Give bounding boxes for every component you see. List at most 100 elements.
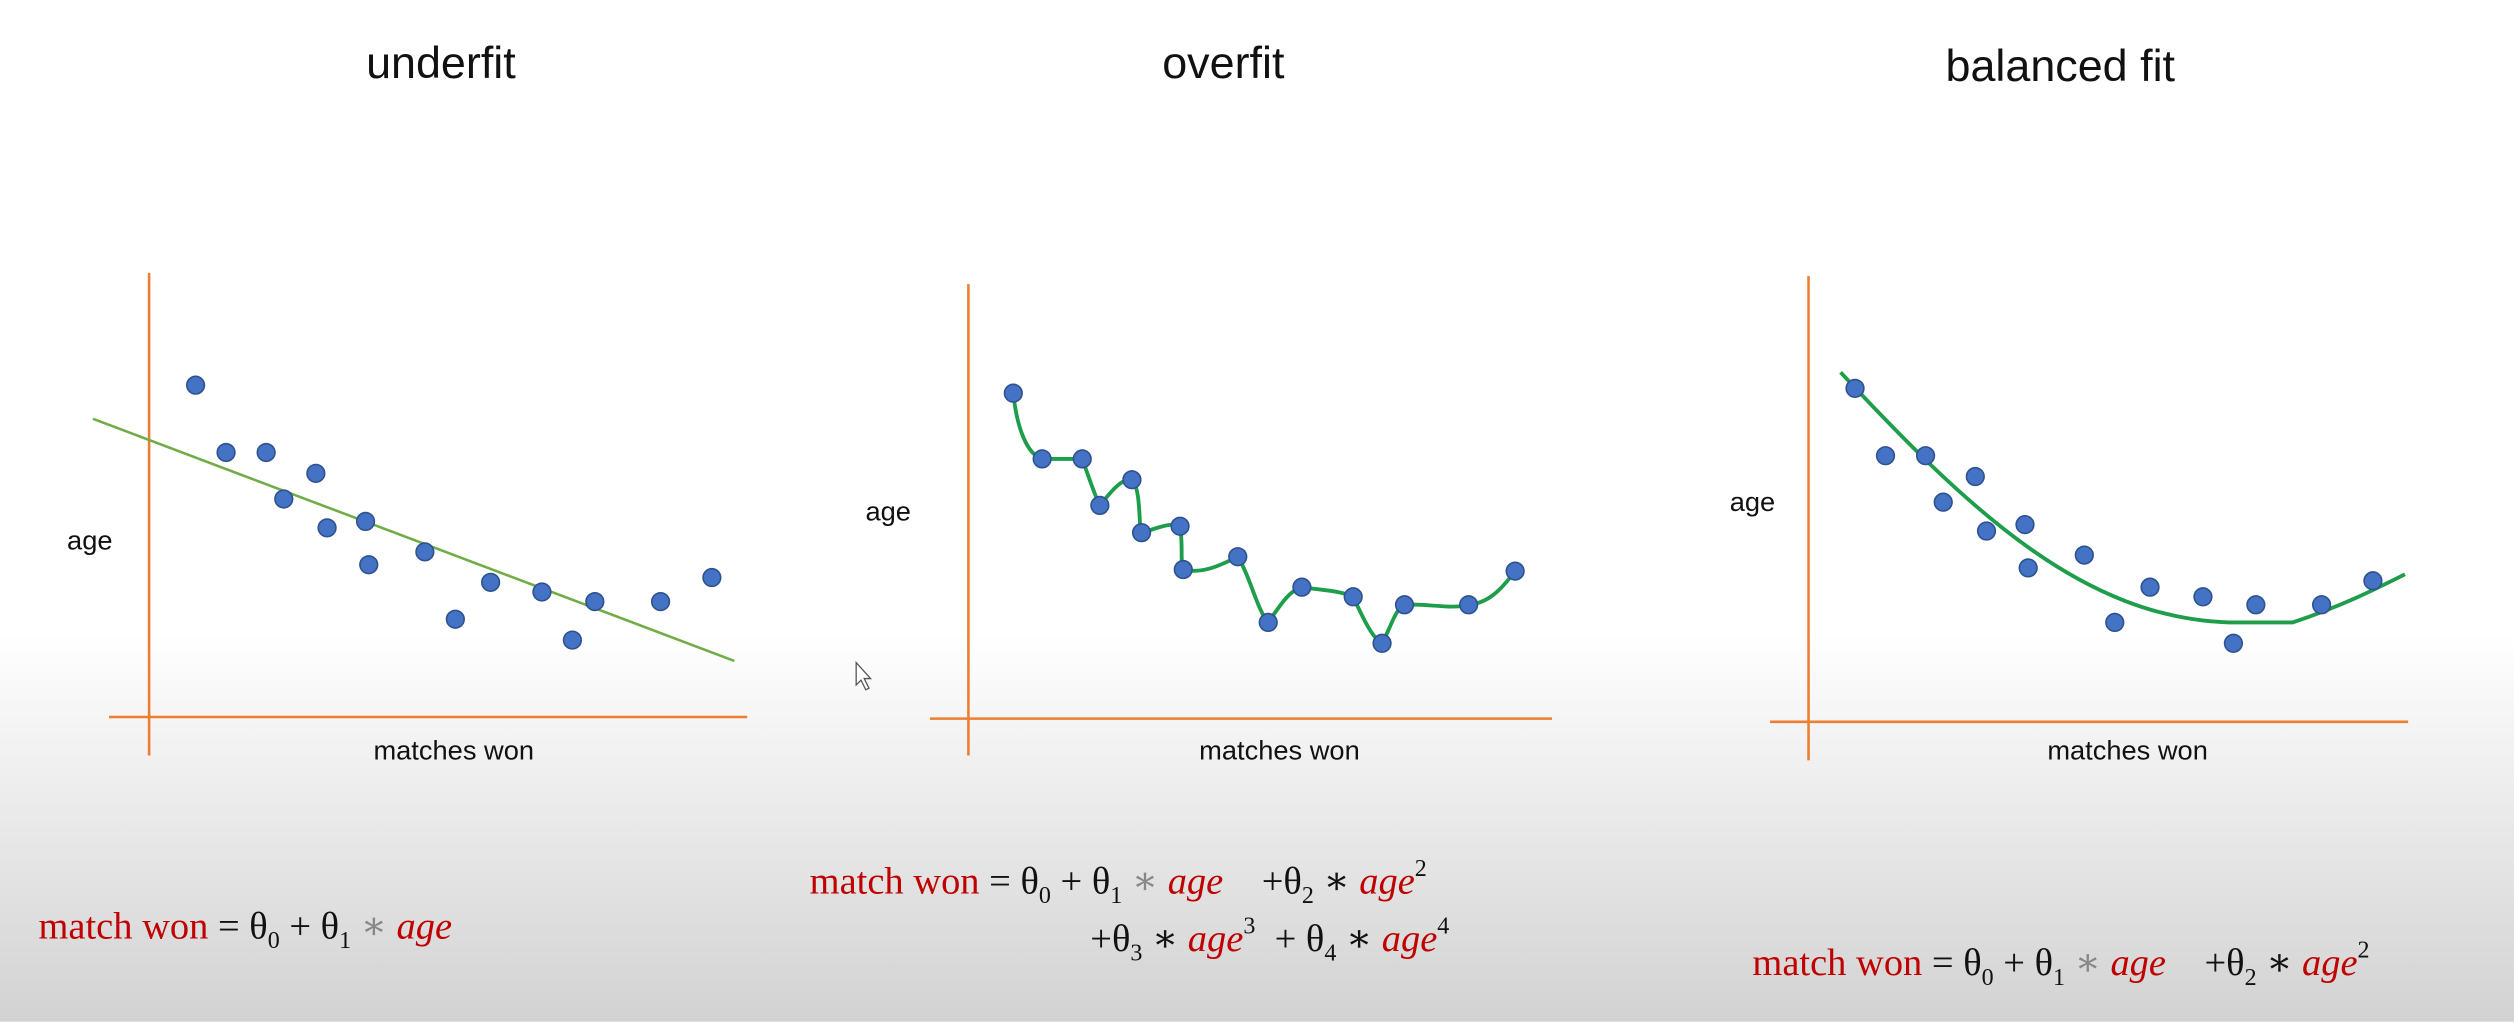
panel-overfit xyxy=(929,284,1553,756)
point xyxy=(445,609,465,629)
equation-part: age xyxy=(2110,942,2166,984)
equation-part: 0 xyxy=(1982,965,1994,991)
equation: match won = θ0 + θ1 ∗ age xyxy=(38,905,452,954)
point xyxy=(1372,633,1392,653)
point xyxy=(274,489,294,509)
equation-part: = θ xyxy=(208,905,267,947)
point xyxy=(1090,495,1110,516)
equation-part: + θ xyxy=(1255,918,1324,960)
panel-balanced xyxy=(1770,276,2409,761)
point xyxy=(1933,492,1953,512)
point xyxy=(2311,595,2332,615)
fit-line xyxy=(92,417,735,663)
point xyxy=(1875,446,1896,466)
point xyxy=(359,555,379,575)
equation-part: age xyxy=(2302,942,2358,984)
equation-part: 2 xyxy=(2358,938,2370,964)
point xyxy=(185,375,206,395)
equation-part: age xyxy=(1382,918,1438,960)
equation-part: 2 xyxy=(1302,883,1314,909)
equation-part: 4 xyxy=(1437,913,1449,939)
point xyxy=(1459,595,1479,615)
point xyxy=(216,442,236,463)
equation-part: + θ xyxy=(1994,942,2053,984)
points xyxy=(185,375,722,650)
point xyxy=(1131,523,1152,543)
point xyxy=(562,630,583,650)
y-axis-label: age xyxy=(1730,486,1775,517)
point xyxy=(532,582,552,602)
point xyxy=(1228,547,1248,567)
point xyxy=(2363,571,2383,591)
equation-part: 4 xyxy=(1324,941,1336,967)
point xyxy=(1394,595,1415,615)
point xyxy=(1845,378,1865,398)
equation-part: 1 xyxy=(1110,883,1122,909)
equation-part: = θ xyxy=(980,860,1039,902)
equation-part: 3 xyxy=(1243,913,1255,939)
point xyxy=(1976,521,1997,541)
equation-part: 0 xyxy=(1039,883,1051,909)
x-axis-label: matches won xyxy=(1199,735,1360,766)
equation-part: 1 xyxy=(339,928,351,954)
x-axis-label: matches won xyxy=(2047,735,2208,766)
point xyxy=(256,442,276,463)
panel-title: underfit xyxy=(366,37,516,88)
equation: match won = θ0 + θ1 ∗ age +θ2 ∗ age2 xyxy=(810,856,1427,909)
equation-part: + θ xyxy=(1051,860,1110,902)
point xyxy=(1170,516,1190,536)
point xyxy=(2015,515,2035,535)
equation-part: age xyxy=(1188,918,1244,960)
point xyxy=(1292,577,1312,597)
equation-part: match won xyxy=(810,860,980,902)
equation-part: ∗ xyxy=(1142,918,1187,960)
point xyxy=(480,572,501,592)
equation-part: age xyxy=(1359,860,1415,902)
equation-part: ∗ xyxy=(2065,942,2110,984)
equation-part: + θ xyxy=(280,905,339,947)
point xyxy=(2018,558,2038,578)
point xyxy=(1505,561,1525,581)
equation-part: +θ xyxy=(2166,942,2245,984)
point xyxy=(2105,612,2125,633)
points xyxy=(1845,378,2383,653)
equation: +θ3 ∗ age3 + θ4 ∗ age4 xyxy=(1090,913,1449,966)
equation-part: age xyxy=(1168,860,1224,902)
equation-part: ∗ xyxy=(1122,860,1167,902)
point xyxy=(1343,587,1363,607)
points xyxy=(1003,383,1525,653)
equation-part: 0 xyxy=(268,928,280,954)
point xyxy=(1122,470,1142,490)
equation-part: match won xyxy=(1752,942,1922,984)
point xyxy=(2193,587,2213,607)
panel-title: balanced fit xyxy=(1945,40,2175,91)
y-axis-label: age xyxy=(866,496,911,527)
equation-part: ∗ xyxy=(1314,860,1359,902)
equation-part: 2 xyxy=(2245,965,2257,991)
fit-curve xyxy=(1839,371,2406,625)
point xyxy=(585,591,605,612)
panel-title: overfit xyxy=(1162,37,1285,88)
equation-part: +θ xyxy=(1090,918,1130,960)
point xyxy=(650,591,671,612)
equation: match won = θ0 + θ1 ∗ age +θ2 ∗ age2 xyxy=(1752,938,2369,991)
equation-part: ∗ xyxy=(1336,918,1381,960)
panel-underfit xyxy=(92,272,748,756)
equation-part: 2 xyxy=(1415,856,1427,882)
point xyxy=(415,542,435,562)
point xyxy=(2140,577,2160,597)
equation-part: match won xyxy=(38,905,208,947)
cursor xyxy=(855,660,873,691)
point xyxy=(1072,449,1092,469)
point xyxy=(2223,633,2244,653)
y-axis-label: age xyxy=(67,524,112,555)
point xyxy=(1032,449,1052,469)
equation-part: +θ xyxy=(1223,860,1302,902)
equation-part: ∗ xyxy=(351,905,396,947)
point xyxy=(1258,612,1278,633)
point xyxy=(306,463,326,483)
point xyxy=(702,567,722,588)
